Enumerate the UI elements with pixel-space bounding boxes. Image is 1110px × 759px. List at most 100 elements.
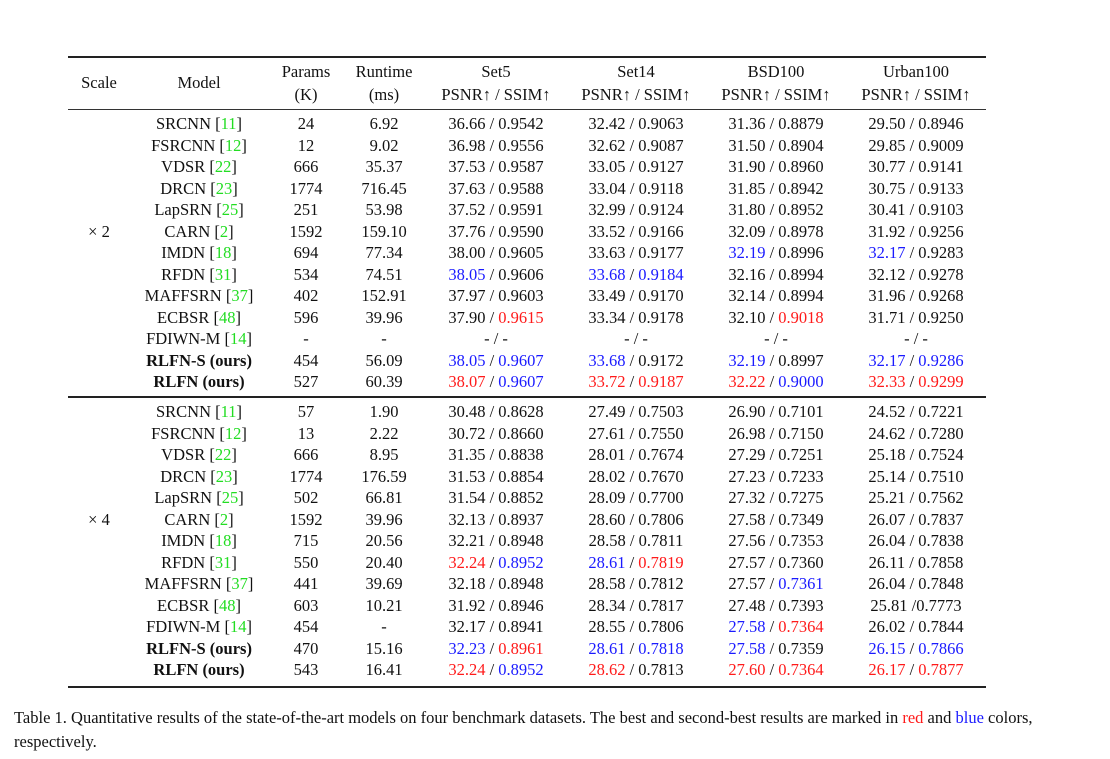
citation-number[interactable]: 12 [224, 423, 242, 443]
citation-number[interactable]: 14 [229, 617, 247, 636]
psnr-value: 31.35 [448, 445, 486, 464]
psnr-value: 30.48 [448, 402, 486, 421]
citation-number[interactable]: 25 [221, 488, 239, 507]
citation-number[interactable]: 23 [215, 178, 233, 198]
separator: / [765, 509, 779, 529]
separator: / [625, 595, 639, 615]
citation[interactable]: [2] [210, 221, 234, 241]
citation-number[interactable]: 48 [218, 595, 236, 615]
citation-number[interactable]: 22 [214, 445, 232, 464]
citation-number[interactable]: 11 [220, 114, 237, 133]
citation-number[interactable]: 23 [215, 466, 233, 486]
model-name-cell: RLFN (ours) [153, 660, 244, 680]
citation[interactable]: [25] [212, 200, 244, 219]
citation[interactable]: [14] [220, 617, 252, 636]
citation-number[interactable]: 48 [218, 307, 236, 327]
citation[interactable]: [14] [220, 329, 252, 348]
citation[interactable]: [12] [215, 423, 247, 443]
set5-cell: 30.72 / 0.8660 [448, 424, 543, 444]
ssim-value: 0.9133 [918, 178, 964, 198]
model-name: MAFFSRN [144, 286, 222, 305]
runtime-cell: 66.81 [365, 488, 403, 507]
ssim-value: 0.9087 [638, 135, 684, 155]
citation[interactable]: [11] [211, 114, 243, 133]
psnr-value: 32.19 [728, 243, 766, 262]
citation[interactable]: [25] [212, 488, 244, 507]
set14-cell: 28.58 / 0.7812 [588, 574, 683, 594]
model-name-cell: SRCNN [11] [156, 114, 242, 134]
separator: / [905, 466, 919, 486]
bsd100-cell: 27.23 / 0.7233 [728, 467, 823, 487]
set5-cell: 32.13 / 0.8937 [448, 510, 543, 530]
citation-number[interactable]: 22 [214, 157, 232, 176]
ssim-value: 0.8961 [498, 638, 544, 658]
params-cell: 603 [293, 595, 319, 615]
citation[interactable]: [23] [206, 466, 238, 486]
citation-number[interactable]: 31 [214, 552, 232, 572]
psnr-value: - [624, 329, 630, 348]
citation[interactable]: [23] [206, 178, 238, 198]
separator: / [625, 638, 639, 658]
separator: / [905, 286, 919, 305]
urban100-cell: 31.71 / 0.9250 [868, 308, 963, 328]
bsd100-cell: 27.58 / 0.7364 [728, 617, 823, 637]
separator: / [485, 617, 499, 636]
citation-number[interactable]: 2 [219, 221, 229, 241]
ssim-value: 0.7806 [638, 617, 684, 636]
psnr-value: 32.22 [728, 372, 766, 391]
params-cell: 1592 [289, 509, 323, 529]
ssim-value: 0.8942 [778, 178, 824, 198]
model-name-cell: DRCN [23] [160, 179, 237, 199]
model-name-cell: VDSR [22] [161, 445, 237, 465]
table-bottom-rule [68, 686, 986, 688]
citation-number[interactable]: 37 [231, 286, 248, 305]
runtime-cell: 39.69 [365, 574, 403, 593]
citation[interactable]: [12] [215, 135, 247, 155]
psnr-value: 33.05 [588, 157, 626, 176]
psnr-value: 33.52 [588, 221, 626, 241]
psnr-value: 37.63 [448, 178, 486, 198]
runtime-cell: 9.02 [369, 135, 399, 155]
urban100-cell: 26.17 / 0.7877 [868, 660, 963, 680]
citation[interactable]: [18] [205, 531, 237, 550]
psnr-value: 27.57 [728, 574, 766, 593]
set14-cell: 33.68 / 0.9184 [588, 265, 683, 285]
ssim-value: 0.7393 [778, 595, 824, 615]
bsd100-cell: 27.57 / 0.7361 [728, 574, 823, 594]
citation-number[interactable]: 14 [229, 329, 247, 348]
citation-number[interactable]: 18 [214, 243, 232, 262]
citation-number[interactable]: 31 [214, 264, 232, 284]
citation[interactable]: [37] [221, 286, 254, 305]
ssim-value: 0.8996 [778, 243, 824, 262]
citation-number[interactable]: 12 [224, 135, 242, 155]
citation-number[interactable]: 11 [220, 402, 237, 421]
bsd100-cell: 27.58 / 0.7349 [728, 510, 823, 530]
separator: / [765, 574, 779, 593]
citation[interactable]: [22] [205, 157, 237, 176]
citation-number[interactable]: 25 [221, 200, 239, 219]
urban100-cell: 26.07 / 0.7837 [868, 510, 963, 530]
citation[interactable]: [37] [221, 574, 254, 593]
citation[interactable]: [22] [205, 445, 237, 464]
citation[interactable]: [31] [205, 552, 237, 572]
urban100-cell: 30.77 / 0.9141 [868, 157, 963, 177]
citation[interactable]: [31] [205, 264, 237, 284]
ssim-value: 0.8997 [778, 350, 824, 370]
citation-number[interactable]: 18 [214, 531, 232, 550]
citation[interactable]: [48] [209, 595, 241, 615]
psnr-value: 26.04 [868, 531, 906, 550]
ssim-value: 0.8994 [778, 264, 824, 284]
citation-number[interactable]: 2 [219, 509, 229, 529]
header-runtime: Runtime [355, 62, 413, 81]
urban100-cell: 26.15 / 0.7866 [868, 639, 963, 659]
ssim-value: - [782, 329, 788, 348]
ssim-value: 0.9588 [498, 178, 544, 198]
ssim-value: 0.8946 [498, 595, 544, 615]
separator: / [905, 660, 919, 679]
citation[interactable]: [48] [209, 307, 241, 327]
citation-number[interactable]: 37 [231, 574, 248, 593]
model-name: FSRCNN [151, 423, 216, 443]
citation[interactable]: [18] [205, 243, 237, 262]
citation[interactable]: [11] [211, 402, 243, 421]
citation[interactable]: [2] [210, 509, 234, 529]
